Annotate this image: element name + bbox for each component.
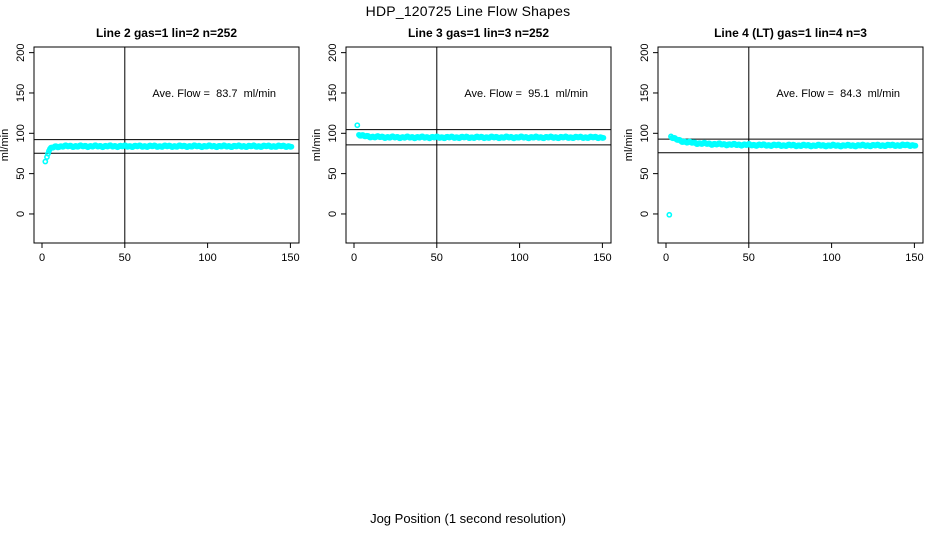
- panel-3-data-points: [666, 133, 919, 218]
- y-tick-label: 100: [639, 124, 651, 142]
- x-tick-label: 100: [822, 252, 840, 264]
- panel-2-x-axis: 0 50 100 150: [351, 243, 612, 264]
- y-tick-label: 100: [327, 124, 339, 142]
- y-tick-label: 0: [15, 211, 27, 217]
- x-tick-label: 0: [351, 252, 357, 264]
- panel-2: 0 50 100 150 0 50 100 150 200 ml/min Line 3 gas=1 …: [311, 26, 612, 264]
- y-tick-label: 150: [327, 84, 339, 102]
- panel-1-border: [33, 46, 300, 244]
- panel-2-data-points: [354, 122, 607, 142]
- x-tick-label: 0: [663, 252, 669, 264]
- panel-2-title: Line 3 gas=1 lin=3 n=252: [408, 26, 549, 40]
- panel-1-title: Line 2 gas=1 lin=2 n=252: [96, 26, 237, 40]
- y-axis-label: ml/min: [0, 129, 11, 161]
- y-tick-label: 50: [327, 168, 339, 180]
- panel-2-ave-flow-annotation: Ave. Flow = 95.1 ml/min: [464, 88, 588, 100]
- outlier-point: [666, 211, 673, 218]
- panel-3-border: [657, 46, 924, 244]
- y-tick-label: 200: [15, 43, 27, 61]
- flow-point: [600, 134, 607, 141]
- panel-2-y-axis: 0 50 100 150 200: [327, 43, 346, 217]
- x-axis-label: Jog Position (1 second resolution): [370, 511, 566, 526]
- x-tick-label: 150: [905, 252, 923, 264]
- panel-2-border: [345, 46, 612, 244]
- panel-1-y-axis: 0 50 100 150 200: [15, 43, 34, 217]
- y-tick-label: 50: [639, 168, 651, 180]
- y-tick-label: 0: [639, 211, 651, 217]
- y-tick-label: 150: [639, 84, 651, 102]
- panel-3-x-axis: 0 50 100 150: [663, 243, 924, 264]
- panel-1: 0 50 100 150 0 50 100 150 200 ml/min Line 2 gas=1 …: [0, 26, 300, 264]
- x-tick-label: 50: [431, 252, 443, 264]
- y-tick-label: 0: [327, 211, 339, 217]
- panel-3-y-axis: 0 50 100 150 200: [639, 43, 658, 217]
- x-tick-label: 150: [593, 252, 611, 264]
- y-tick-label: 200: [327, 43, 339, 61]
- outlier-point: [42, 158, 49, 165]
- y-axis-label: ml/min: [311, 129, 323, 161]
- x-tick-label: 50: [743, 252, 755, 264]
- x-tick-label: 100: [198, 252, 216, 264]
- flow-point: [45, 150, 51, 157]
- panel-2-reference-lines: [346, 47, 611, 243]
- flow-point: [912, 142, 919, 149]
- panel-3-ave-flow-annotation: Ave. Flow = 84.3 ml/min: [776, 88, 900, 100]
- y-tick-label: 100: [15, 124, 27, 142]
- y-tick-label: 150: [15, 84, 27, 102]
- flow-point: [288, 143, 295, 150]
- panel-3-title: Line 4 (LT) gas=1 lin=4 n=3: [714, 26, 867, 40]
- panel-1-data-points: [42, 142, 295, 165]
- panel-1-x-axis: 0 50 100 150: [39, 243, 300, 264]
- y-tick-label: 200: [639, 43, 651, 61]
- x-tick-label: 0: [39, 252, 45, 264]
- outlier-point: [354, 122, 361, 129]
- panel-3: 0 50 100 150 0 50 100 150 200 ml/min Line 4 (LT) g…: [623, 26, 924, 264]
- x-tick-label: 50: [119, 252, 131, 264]
- x-tick-label: 150: [281, 252, 299, 264]
- x-tick-label: 100: [510, 252, 528, 264]
- figure-title: HDP_120725 Line Flow Shapes: [365, 3, 571, 19]
- y-tick-label: 50: [15, 168, 27, 180]
- panel-1-ave-flow-annotation: Ave. Flow = 83.7 ml/min: [152, 88, 276, 100]
- y-axis-label: ml/min: [623, 129, 635, 161]
